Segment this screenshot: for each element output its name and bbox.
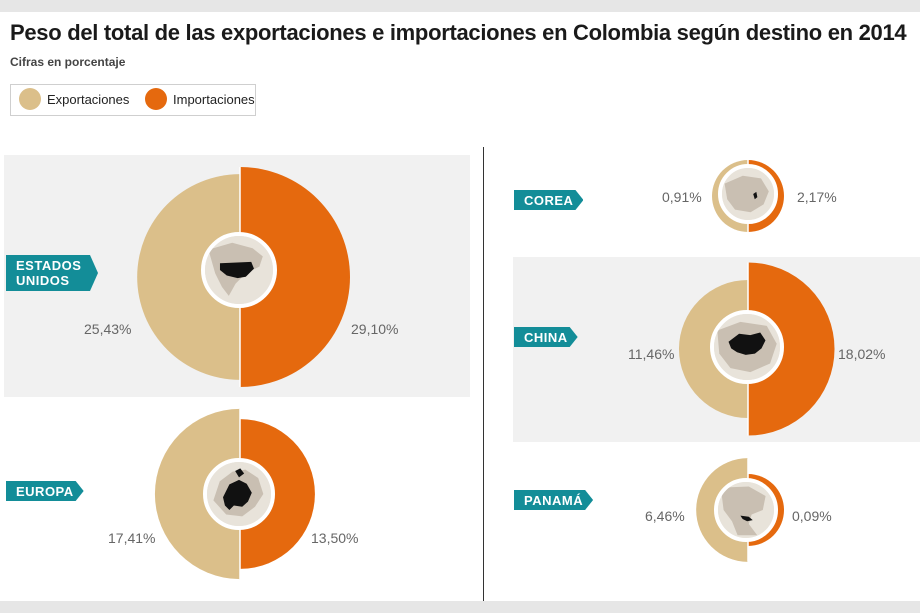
tag-panama: PANAMÁ: [514, 490, 593, 510]
tag-usa: ESTADOS UNIDOS: [6, 255, 98, 291]
panama-imports-value: 0,09%: [792, 508, 832, 524]
europe-imports-value: 13,50%: [311, 530, 359, 546]
tag-china: CHINA: [514, 327, 578, 347]
korea-exports-value: 0,91%: [662, 189, 702, 205]
korea-map-icon: [718, 164, 778, 224]
china-map-icon: [710, 310, 784, 384]
china-exports-value: 11,46%: [628, 346, 675, 362]
usa-map-icon: [201, 232, 277, 308]
column-divider: [483, 147, 484, 601]
china-imports-value: 18,02%: [838, 346, 886, 362]
usa-exports-value: 25,43%: [84, 321, 132, 337]
legend-label-exports: Exportaciones: [47, 91, 130, 107]
legend-swatch-imports: [145, 88, 167, 110]
panama-exports-value: 6,46%: [645, 508, 685, 524]
top-bar: [0, 0, 920, 12]
tag-europe: EUROPA: [6, 481, 84, 501]
europe-exports-value: 17,41%: [108, 530, 156, 546]
panama-map-icon: [714, 478, 778, 542]
bottom-bar: [0, 601, 920, 613]
legend-label-imports: Importaciones: [173, 91, 255, 107]
chart-title: Peso del total de las exportaciones e im…: [10, 20, 907, 45]
tag-usa-label: ESTADOS UNIDOS: [16, 258, 82, 288]
legend-item-exports: Exportaciones: [19, 88, 129, 110]
korea-imports-value: 2,17%: [797, 189, 837, 205]
legend-item-imports: Importaciones: [145, 88, 255, 110]
chart-subtitle: Cifras en porcentaje: [10, 55, 126, 69]
legend: Exportaciones Importaciones: [10, 84, 256, 116]
europe-map-icon: [203, 458, 275, 530]
tag-korea: COREA: [514, 190, 583, 210]
legend-swatch-exports: [19, 88, 41, 110]
usa-imports-value: 29,10%: [351, 321, 399, 337]
